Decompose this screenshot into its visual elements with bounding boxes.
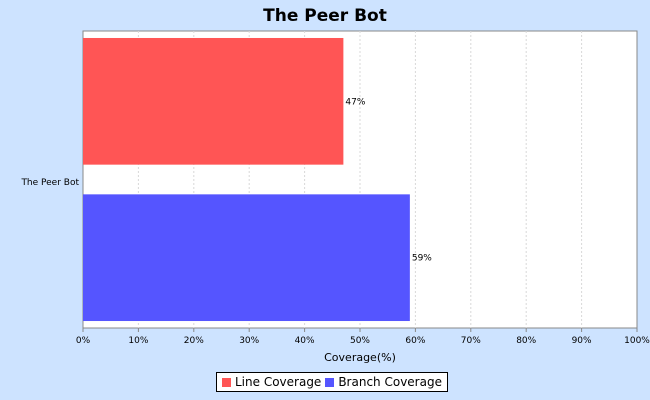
legend-label-line-coverage: Line Coverage [235,375,322,389]
data-label: 47% [345,97,365,107]
x-tick-label: 10% [128,336,148,346]
legend-item-line-coverage: Line Coverage [222,375,321,389]
x-axis: 0% 10% 20% 30% 40% 50% 60% 70% 80% 90% 100% [76,328,650,346]
chart-title: The Peer Bot [263,6,387,26]
x-tick-label: 80% [516,336,536,346]
x-tick-label: 50% [350,336,370,346]
x-tick-label: 70% [461,336,481,346]
bar-line-coverage [83,37,344,165]
bar-branch-coverage [83,194,410,322]
x-tick-label: 60% [405,336,425,346]
legend-swatch-branch-coverage [325,377,335,387]
legend-swatch-line-coverage [222,377,231,387]
bars: 47% 59% [83,37,432,322]
x-tick-label: 40% [295,336,315,346]
data-label: 59% [412,254,432,264]
x-tick-label: 20% [184,336,204,346]
x-tick-label: 30% [239,336,259,346]
x-tick-label: 90% [572,336,592,346]
legend: Line Coverage Branch Coverage [216,372,448,392]
legend-item-branch-coverage: Branch Coverage [325,375,442,389]
x-tick-label: 0% [76,336,91,346]
x-axis-label: Coverage(%) [324,351,396,364]
legend-label-branch-coverage: Branch Coverage [338,375,442,389]
category-label: The Peer Bot [20,178,79,188]
x-tick-label: 100% [624,336,650,346]
